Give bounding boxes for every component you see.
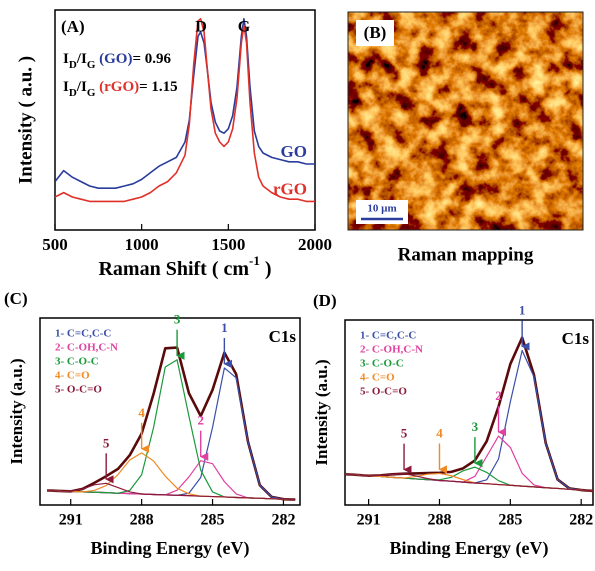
peak-label: D [195,19,207,36]
series-line [55,19,315,188]
legend-entry: 3- C-O-C [55,356,99,368]
peak-arrow-label: 2 [495,388,502,403]
peak-label: G [238,19,251,36]
peak-arrow-label: 5 [103,435,110,450]
y-axis-label: Intensity ( a.u. ) [15,56,36,184]
x-axis-label: Binding Energy (eV) [389,538,548,559]
ratio-annotation: ID/IG (GO)= 0.96 [63,51,172,70]
y-axis-label: Intensity (a.u.) [312,359,331,465]
ratio-part: = 0.96 [132,51,171,67]
ratio-part: /I [76,79,87,95]
series-label: rGO [273,179,307,198]
peak-arrow-label: 4 [436,425,443,440]
peak-arrow-label: 5 [401,426,408,441]
ratio-part: D [69,87,77,99]
ratio-annotation: ID/IG (rGO)= 1.15 [63,79,178,98]
legend-entry: 1- C=C,C-C [55,328,111,340]
legend-entry: 4- C=O [360,372,395,384]
legend-entry: 4- C=O [55,370,90,382]
legend-entry: 2- C-OH,C-N [55,342,118,354]
scale-bar-label: 10 µm [367,203,396,215]
x-tick-label: 500 [42,235,68,254]
legend-entry: 5- O-C=O [55,384,102,396]
peak-arrow-label: 3 [174,312,181,327]
ratio-part: /I [76,51,87,67]
panel-label: (A) [61,17,85,36]
x-tick-label: 1000 [125,235,159,254]
panel-label: (C) [4,289,28,308]
figure: 500 1000 1500 2000 GO rGO (A) Intensity ( a.u. … [0,0,595,571]
x-tick-label: 288 [130,512,154,529]
peak-arrow-label: 1 [519,302,526,317]
x-axis-label-part: ) [260,258,272,280]
legend-entry: 5- O-C=O [360,386,407,398]
legend-entry: 1- C=C,C-C [360,330,416,342]
x-tick-label: 291 [357,512,381,529]
x-tick-label: 2000 [298,235,332,254]
peak-arrow-label: 2 [197,413,204,428]
x-axis-label-part: -1 [249,253,260,268]
ratio-part: (GO) [95,51,132,67]
ratio-part: = 1.15 [139,79,178,95]
panel-label: (D) [313,291,337,310]
caption: Raman mapping [398,244,534,265]
x-tick-label: 285 [498,512,522,529]
x-tick-label: 288 [427,512,451,529]
ratio-part: D [69,59,77,71]
x-tick-label: 282 [569,512,593,529]
x-axis-label-part: Raman Shift ( cm [98,258,249,280]
series-line [55,19,315,202]
panel-label: (B) [364,23,387,42]
x-axis-label: Binding Energy (eV) [90,538,249,559]
x-axis-label: Raman Shift ( cm-1 ) [98,253,271,280]
y-axis-label: Intensity (a.u.) [7,358,26,464]
legend-entry: 2- C-OH,C-N [360,344,423,356]
chart-title: C1s [562,329,590,348]
legend-entry: 3- C-O-C [360,358,404,370]
x-tick-label: 285 [201,512,225,529]
chart-title: C1s [269,327,297,346]
peak-arrow-label: 3 [472,419,479,434]
peak-arrow-label: 4 [138,405,145,420]
series-label: GO [281,142,307,161]
x-tick-label: 1500 [211,235,245,254]
peak-arrow-label: 1 [221,320,228,335]
ratio-part: (rGO) [95,79,139,95]
x-tick-label: 291 [59,512,83,529]
x-tick-label: 282 [271,512,295,529]
